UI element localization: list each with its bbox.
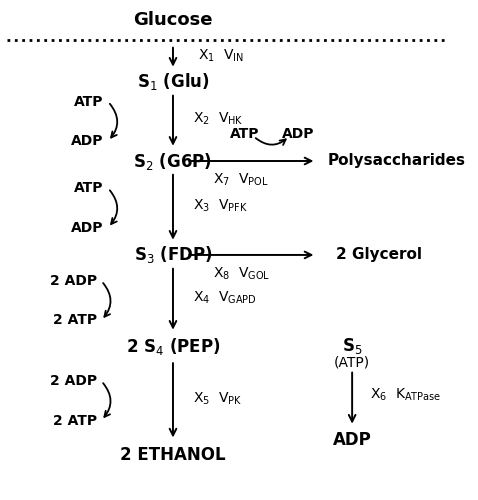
Text: S$_3$ (FDP): S$_3$ (FDP) <box>133 244 212 266</box>
FancyArrowPatch shape <box>110 190 117 224</box>
Text: Glucose: Glucose <box>133 11 213 29</box>
Text: 2 ETHANOL: 2 ETHANOL <box>120 446 226 464</box>
FancyArrowPatch shape <box>103 283 110 317</box>
FancyArrowPatch shape <box>256 138 286 145</box>
Text: 2 S$_4$ (PEP): 2 S$_4$ (PEP) <box>126 336 220 357</box>
Text: 2 ATP: 2 ATP <box>53 414 97 428</box>
Text: S$_2$ (G6P): S$_2$ (G6P) <box>133 150 212 172</box>
Text: S$_5$: S$_5$ <box>342 336 362 356</box>
Text: (ATP): (ATP) <box>334 356 370 370</box>
Text: ATP: ATP <box>74 94 104 108</box>
Text: 2 ADP: 2 ADP <box>50 274 97 288</box>
Text: X$_6$  K$_{\rm ATPase}$: X$_6$ K$_{\rm ATPase}$ <box>370 386 441 403</box>
Text: ADP: ADP <box>71 134 104 148</box>
FancyArrowPatch shape <box>110 104 117 138</box>
Text: X$_4$  V$_{\rm GAPD}$: X$_4$ V$_{\rm GAPD}$ <box>193 290 257 306</box>
Text: X$_3$  V$_{\rm PFK}$: X$_3$ V$_{\rm PFK}$ <box>193 198 248 214</box>
Text: X$_1$  V$_{\rm IN}$: X$_1$ V$_{\rm IN}$ <box>197 48 243 64</box>
Text: ATP: ATP <box>230 127 260 141</box>
Text: Polysaccharides: Polysaccharides <box>328 154 466 168</box>
Text: X$_7$  V$_{\rm POL}$: X$_7$ V$_{\rm POL}$ <box>213 172 269 188</box>
FancyArrowPatch shape <box>103 383 110 417</box>
Text: ADP: ADP <box>71 221 104 235</box>
Text: 2 ADP: 2 ADP <box>50 374 97 388</box>
Text: 2 Glycerol: 2 Glycerol <box>336 248 422 262</box>
Text: ADP: ADP <box>333 432 371 450</box>
Text: X$_8$  V$_{\rm GOL}$: X$_8$ V$_{\rm GOL}$ <box>213 266 271 282</box>
Text: S$_1$ (Glu): S$_1$ (Glu) <box>137 72 209 92</box>
Text: ADP: ADP <box>282 127 315 141</box>
Text: ATP: ATP <box>74 181 104 195</box>
Text: X$_2$  V$_{\rm HK}$: X$_2$ V$_{\rm HK}$ <box>193 111 244 127</box>
Text: 2 ATP: 2 ATP <box>53 314 97 328</box>
Text: X$_5$  V$_{\rm PK}$: X$_5$ V$_{\rm PK}$ <box>193 390 242 406</box>
